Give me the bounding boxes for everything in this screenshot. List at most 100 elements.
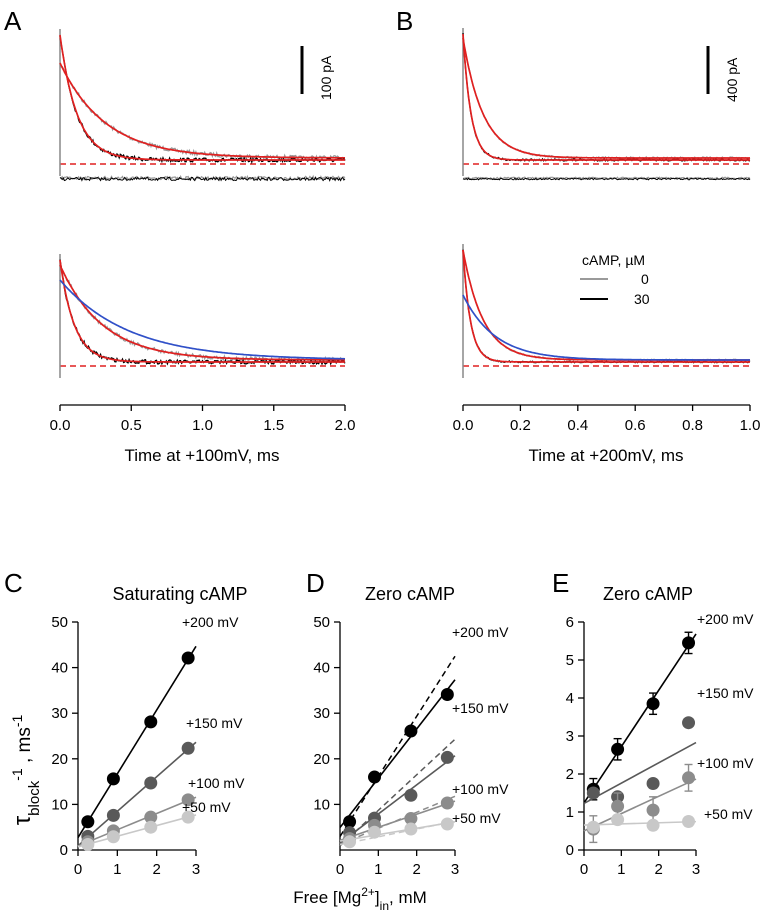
fit-30-cAMP-0	[59, 34, 345, 161]
tick-label-2: 0.4	[567, 417, 588, 434]
y-tick-label-0: 0	[60, 842, 68, 859]
series-label-2: +100 mV	[452, 781, 509, 797]
data-point	[343, 835, 357, 849]
data-point	[646, 697, 660, 711]
series-label-1: +150 mV	[186, 715, 243, 731]
y-tick-label-1: 10	[51, 796, 68, 813]
data-point	[404, 724, 418, 738]
dashed-fit-1	[339, 738, 456, 847]
fit-line-0	[583, 633, 697, 804]
data-point	[106, 808, 120, 822]
tick-label-5: 1.0	[740, 417, 761, 434]
scale-bar-a-label: 100 pA	[318, 55, 334, 100]
data-point	[682, 815, 696, 828]
data-point	[440, 796, 454, 810]
data-point	[611, 799, 625, 813]
data-point	[343, 815, 357, 829]
data-point	[586, 820, 600, 834]
tick-label-0: 0.0	[50, 417, 71, 434]
data-point	[181, 651, 195, 665]
x-tick-label-3: 3	[692, 861, 700, 878]
data-point	[404, 822, 418, 836]
tick-label-0: 0.0	[453, 417, 474, 434]
data-point	[646, 803, 660, 817]
y-tick-label-3: 3	[566, 728, 574, 745]
y-tick-label-4: 40	[51, 660, 68, 677]
trace-30-cAMP-1	[59, 259, 346, 366]
tick-label-1: 0.5	[121, 417, 142, 434]
panel-b-traces	[462, 28, 751, 378]
x-tick-label-3: 3	[192, 861, 200, 878]
fit-line-1	[583, 741, 697, 805]
scale-bar-b-label: 400 pA	[724, 57, 740, 102]
legend-entry-0: 0	[641, 271, 649, 287]
panel-b-x-axis: 0.0 0.2 0.4 0.6 0.8 1.0	[453, 404, 761, 434]
fit-line-2	[77, 796, 197, 847]
y-tick-label-4: 4	[566, 690, 574, 707]
fit-0-cAMP-0	[59, 62, 345, 159]
x-tick-label-2: 2	[152, 861, 160, 878]
data-point	[144, 820, 158, 834]
dashed-fit-2	[339, 795, 456, 845]
data-point	[682, 636, 696, 650]
panel-e-title: Zero cAMP	[603, 584, 693, 604]
tick-label-3: 1.5	[263, 417, 284, 434]
legend-b: cAMP, µM 0 30	[580, 252, 650, 307]
fit-alt-1	[462, 294, 750, 361]
data-point	[440, 817, 454, 831]
y-tick-label-5: 5	[566, 652, 574, 669]
x-tick-label-2: 2	[654, 861, 662, 878]
x-tick-label-1: 1	[113, 861, 121, 878]
y-label-sup2: -1	[9, 714, 25, 727]
series-label-0: +200 mV	[452, 624, 509, 640]
y-tick-label-3: 30	[51, 705, 68, 722]
series-label-3: +50 mV	[704, 806, 753, 822]
data-point	[144, 776, 158, 790]
panel-c-title: Saturating cAMP	[112, 584, 247, 604]
data-point	[611, 742, 625, 756]
panel-label-a: A	[4, 6, 22, 36]
x-tick-label-0: 0	[74, 861, 82, 878]
fit-line-0	[77, 645, 197, 838]
x-tick-label-1: 1	[617, 861, 625, 878]
series-label-0: +200 mV	[182, 614, 239, 630]
panel-label-c: C	[4, 568, 23, 598]
dashed-fit-0	[339, 655, 456, 837]
data-point	[404, 812, 418, 826]
tick-label-4: 0.8	[682, 417, 703, 434]
y-label-sub: block	[26, 780, 43, 816]
y-tick-label-2: 2	[566, 766, 574, 783]
data-point	[611, 813, 625, 827]
series-label-0: +200 mV	[697, 611, 754, 627]
y-label-sup1: -1	[9, 768, 25, 781]
panel-d-title: Zero cAMP	[365, 584, 455, 604]
panel-b-x-label: Time at +200mV, ms	[528, 446, 683, 465]
panel-a-x-axis: 0.0 0.5 1.0 1.5 2.0	[50, 404, 355, 434]
leak-trace-0	[59, 174, 346, 182]
data-point	[181, 793, 195, 807]
x-tick-label-1: 1	[374, 861, 382, 878]
series-label-2: +100 mV	[188, 775, 245, 791]
data-point	[144, 715, 158, 729]
y-tick-label-0: 10	[313, 796, 330, 813]
y-label-unit: , ms	[14, 727, 35, 768]
fit-line-3	[583, 820, 697, 826]
data-point	[404, 788, 418, 802]
x-tick-label-2: 2	[412, 861, 420, 878]
panel-label-e: E	[552, 568, 569, 598]
y-tick-label-2: 20	[51, 751, 68, 768]
fit-30-cAMP-1	[462, 249, 750, 363]
x-axis-label-mg: Free [Mg2+]in, mM	[293, 885, 427, 913]
y-tick-label-6: 6	[566, 614, 574, 631]
y-tick-label-0: 0	[566, 842, 574, 859]
y-tick-label-1: 1	[566, 804, 574, 821]
fit-line-1	[77, 741, 197, 847]
x-tick-label-0: 0	[580, 861, 588, 878]
leak-trace-0	[462, 176, 751, 180]
x-tick-label-3: 3	[451, 861, 459, 878]
leak-trace-30	[59, 176, 346, 182]
fit-line-0	[339, 679, 456, 828]
data-point	[586, 786, 600, 800]
